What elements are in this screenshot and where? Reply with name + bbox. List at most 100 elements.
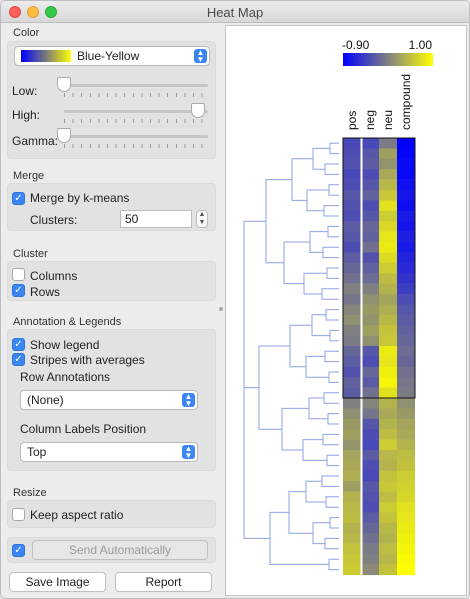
clusters-spinner[interactable]: ▲ ▼ (196, 210, 208, 228)
heatmap-cell (343, 491, 361, 503)
heatmap-cell (361, 564, 379, 576)
save-image-button[interactable]: Save Image (9, 572, 106, 592)
keep-aspect-checkbox[interactable] (12, 508, 25, 521)
heatmap-cell (379, 564, 397, 576)
row-annotations-label: Row Annotations (20, 370, 111, 384)
heatmap-cell (343, 387, 361, 399)
report-button[interactable]: Report (115, 572, 212, 592)
heatmap-cell (343, 158, 361, 170)
dendrogram-branch (243, 304, 270, 539)
color-section-title: Color (13, 27, 40, 39)
heatmap-cell (397, 387, 415, 399)
dendrogram-branch (325, 496, 339, 508)
cluster-rows-label: Rows (30, 285, 61, 299)
dendrogram-branch (322, 433, 339, 446)
heatmap-cell (343, 283, 361, 295)
heatmap-canvas[interactable]: -0.90 1.00 pos neg neu compound (225, 25, 467, 596)
heatmap-cell (361, 262, 379, 274)
low-slider-handle[interactable] (57, 77, 71, 92)
send-automatically-button[interactable]: Send Automatically (32, 540, 208, 560)
gamma-slider-handle[interactable] (57, 128, 71, 143)
high-slider-track[interactable] (64, 110, 208, 113)
heatmap-cell (397, 304, 415, 316)
heatmap-cell (361, 418, 379, 430)
heatmap-cell (361, 335, 379, 347)
clusters-input[interactable]: 50 (120, 210, 192, 228)
heatmap-cell (343, 554, 361, 565)
heatmap-cell (361, 398, 379, 409)
heatmap-cell (343, 200, 361, 212)
heatmap-cell (379, 491, 397, 503)
splitter-handle[interactable] (219, 307, 223, 311)
heatmap-cell (379, 314, 397, 326)
dendrogram-branch (329, 329, 339, 342)
heatmap-cell (343, 564, 361, 576)
heatmap-cell (343, 377, 361, 388)
heatmap-cell (397, 398, 415, 409)
heatmap-cell (379, 190, 397, 201)
palette-label: Blue-Yellow (77, 49, 140, 63)
heatmap-cell (361, 554, 379, 565)
gamma-slider-track[interactable] (64, 135, 208, 138)
heatmap-cell (379, 377, 397, 388)
dendrogram-branch (288, 491, 313, 534)
heatmap-cell (343, 231, 361, 243)
send-automatically-checkbox[interactable]: ✓ (12, 544, 25, 557)
heatmap-cell (397, 460, 415, 472)
cluster-columns-label: Columns (30, 269, 78, 283)
palette-select[interactable]: Blue-Yellow ▲ ▼ (14, 46, 210, 66)
stripes-label: Stripes with averages (30, 353, 145, 367)
dendrogram-branch (329, 517, 339, 529)
dendrogram-branch (265, 179, 292, 264)
dendrogram-branch (323, 392, 339, 404)
heatmap-cell (379, 481, 397, 492)
heatmap-cell (379, 543, 397, 555)
minimize-window-button[interactable] (27, 6, 39, 18)
heatmap-cell (379, 179, 397, 191)
low-slider-track[interactable] (64, 84, 208, 87)
heatmap-cell (343, 242, 361, 253)
column-labels-position-select[interactable]: Top ▲ ▼ (20, 442, 198, 462)
annotation-box: ✓ Show legend ✓ Stripes with averages Ro… (7, 329, 216, 471)
heatmap-cell (343, 210, 361, 222)
heatmap-cell (361, 179, 379, 191)
heatmap-cell (379, 262, 397, 274)
dendrogram-branch (324, 350, 339, 363)
heatmap-cell (397, 377, 415, 388)
heatmap-cell (361, 522, 379, 534)
merge-kmeans-checkbox[interactable]: ✓ (12, 192, 25, 205)
heatmap-cell (397, 450, 415, 461)
heatmap-cell (397, 294, 415, 305)
heatmap-cell (343, 450, 361, 461)
zoom-window-button[interactable] (45, 6, 57, 18)
heatmap-cell (379, 522, 397, 534)
heatmap-cell (397, 242, 415, 253)
dendrogram-branch (328, 371, 339, 383)
heatmap-cell (361, 294, 379, 305)
dendrogram-branch (327, 413, 339, 425)
dendrogram-branch (243, 220, 266, 389)
close-window-button[interactable] (9, 6, 21, 18)
stripes-checkbox[interactable]: ✓ (12, 353, 25, 366)
cluster-columns-checkbox[interactable] (12, 268, 25, 281)
heatmap-cell (397, 200, 415, 212)
dendrogram-branch (291, 158, 313, 201)
cluster-rows-checkbox[interactable]: ✓ (12, 284, 25, 297)
heatmap-cell (397, 543, 415, 555)
heatmap-cell (397, 512, 415, 524)
heatmap-cell (397, 522, 415, 534)
heatmap-cell (361, 502, 379, 513)
heatmap-cell (397, 346, 415, 357)
show-legend-checkbox[interactable]: ✓ (12, 338, 25, 351)
heatmap-cell (361, 252, 379, 264)
heatmap-cell (397, 408, 415, 420)
heatmap-cell (397, 221, 415, 232)
keep-aspect-label: Keep aspect ratio (30, 508, 124, 522)
heatmap-cell (361, 533, 379, 544)
high-slider-handle[interactable] (191, 103, 205, 118)
dendrogram-branch (303, 272, 327, 295)
column-label-neu: neu (381, 110, 395, 130)
row-annotations-select[interactable]: (None) ▲ ▼ (20, 390, 198, 410)
heatmap-cell (361, 387, 379, 399)
heatmap-cell (361, 221, 379, 232)
